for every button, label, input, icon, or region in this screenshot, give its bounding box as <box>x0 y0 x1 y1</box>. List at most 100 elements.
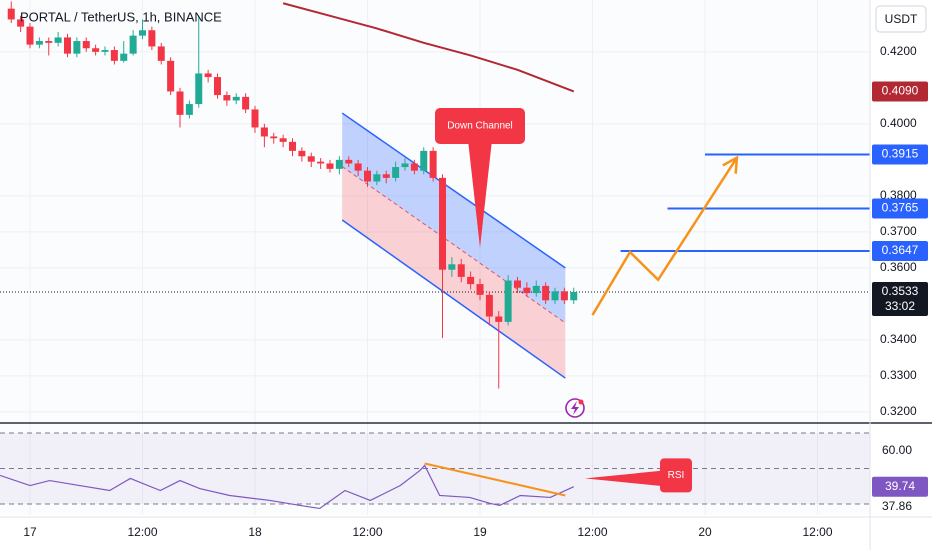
candle-body <box>429 150 437 178</box>
candle-body <box>176 91 184 115</box>
candle-body <box>560 291 568 301</box>
last-price-label: 0.3533 <box>882 284 919 298</box>
candle-body <box>232 96 240 101</box>
y-tick-label: 0.3400 <box>880 332 917 346</box>
channel-lower-fill <box>342 166 566 379</box>
candle-body <box>326 163 334 169</box>
candle-body <box>495 316 503 322</box>
x-tick-label: 19 <box>473 525 487 539</box>
price-badge-label: 0.3647 <box>882 243 919 257</box>
candle-body <box>129 35 137 54</box>
rsi-badge <box>872 476 928 497</box>
candle-body <box>439 177 446 270</box>
callout-label: Down Channel <box>447 121 513 132</box>
candle-body <box>195 73 203 105</box>
candle-body <box>467 276 475 285</box>
candle-body <box>251 109 259 128</box>
candle-body <box>7 8 15 20</box>
rsi-line <box>0 464 574 510</box>
candle-body <box>448 264 456 270</box>
candle-body <box>317 161 325 164</box>
alert-icon[interactable] <box>565 398 585 418</box>
x-tick-label: 12:00 <box>577 525 607 539</box>
candle-body <box>504 280 512 322</box>
candle-body <box>542 285 550 301</box>
x-tick-label: 20 <box>698 525 712 539</box>
price-badge <box>872 144 928 165</box>
candle-body <box>270 136 278 139</box>
candle-body <box>289 141 296 151</box>
candle-body <box>204 73 212 78</box>
rsi-divergence <box>424 462 566 497</box>
projection-path <box>591 157 738 316</box>
candle-body <box>45 41 53 43</box>
candle-body <box>101 50 109 52</box>
candle-body <box>420 150 428 171</box>
chart-title: PORTAL / TetherUS, 1h, BINANCE <box>20 9 222 24</box>
candle-body <box>223 95 231 101</box>
candle-body <box>335 159 343 169</box>
countdown-label: 33:02 <box>885 299 915 313</box>
candle-body <box>279 138 287 142</box>
x-tick-label: 18 <box>248 525 262 539</box>
channel-upper-line <box>341 112 566 269</box>
rsi-callout-label: RSI <box>668 470 685 481</box>
candle-body <box>345 159 353 164</box>
x-tick-label: 12:00 <box>802 525 832 539</box>
candle-body <box>92 48 100 52</box>
candle-body <box>242 96 250 110</box>
channel-lower-line <box>341 219 566 379</box>
candle-body <box>167 60 175 92</box>
x-tick-label: 12:00 <box>127 525 157 539</box>
y-tick-label: 0.3200 <box>880 404 917 418</box>
candle-body <box>382 174 390 178</box>
x-tick-label: 12:00 <box>352 525 382 539</box>
candle-body <box>35 41 43 45</box>
candle-body <box>64 37 71 54</box>
candle-body <box>532 285 540 294</box>
price-badge <box>872 240 928 261</box>
price-badge-label: 0.3765 <box>882 201 919 215</box>
channel-upper-fill <box>342 113 566 323</box>
candle-body <box>485 294 493 317</box>
price-badge-label: 0.3915 <box>882 147 919 161</box>
candle-body <box>364 170 371 182</box>
candle-body <box>110 50 118 61</box>
candle-body <box>307 156 315 162</box>
y-tick-label: 0.3700 <box>880 224 917 238</box>
last-price-badge <box>872 282 928 317</box>
candle-body <box>392 167 400 178</box>
candle-body <box>120 53 128 61</box>
callout-pointer <box>468 140 492 248</box>
plot-layer <box>0 1 870 510</box>
channel-mid-line <box>341 166 566 324</box>
rsi-callout-pointer <box>585 470 665 487</box>
projection-arrowhead <box>722 155 739 174</box>
candle-body <box>298 150 306 157</box>
rsi-ma-label: 37.86 <box>882 499 912 513</box>
candle-body <box>410 163 418 171</box>
callout-box <box>435 108 525 144</box>
candle-body <box>551 291 559 301</box>
candle-body <box>457 264 465 277</box>
y-tick-label: 0.4200 <box>880 44 917 58</box>
y-tick-label: 0.4000 <box>880 116 917 130</box>
currency-label: USDT <box>885 12 918 26</box>
price-badge-label: 0.4090 <box>882 84 919 98</box>
price-badge <box>872 81 928 102</box>
candle-body <box>82 41 90 49</box>
plot-background <box>0 0 870 515</box>
candle-body <box>401 163 409 168</box>
candle-body <box>54 37 62 43</box>
candle-body <box>214 77 221 96</box>
currency-box[interactable] <box>875 5 927 33</box>
moving-average <box>282 2 575 93</box>
candle-body <box>373 174 381 182</box>
rsi-badge-label: 39.74 <box>885 479 915 493</box>
y-tick-label: 0.3300 <box>880 368 917 382</box>
candle-body <box>260 127 268 137</box>
candle-body <box>26 26 34 45</box>
x-tick-label: 17 <box>23 525 37 539</box>
candle-body <box>476 284 484 295</box>
